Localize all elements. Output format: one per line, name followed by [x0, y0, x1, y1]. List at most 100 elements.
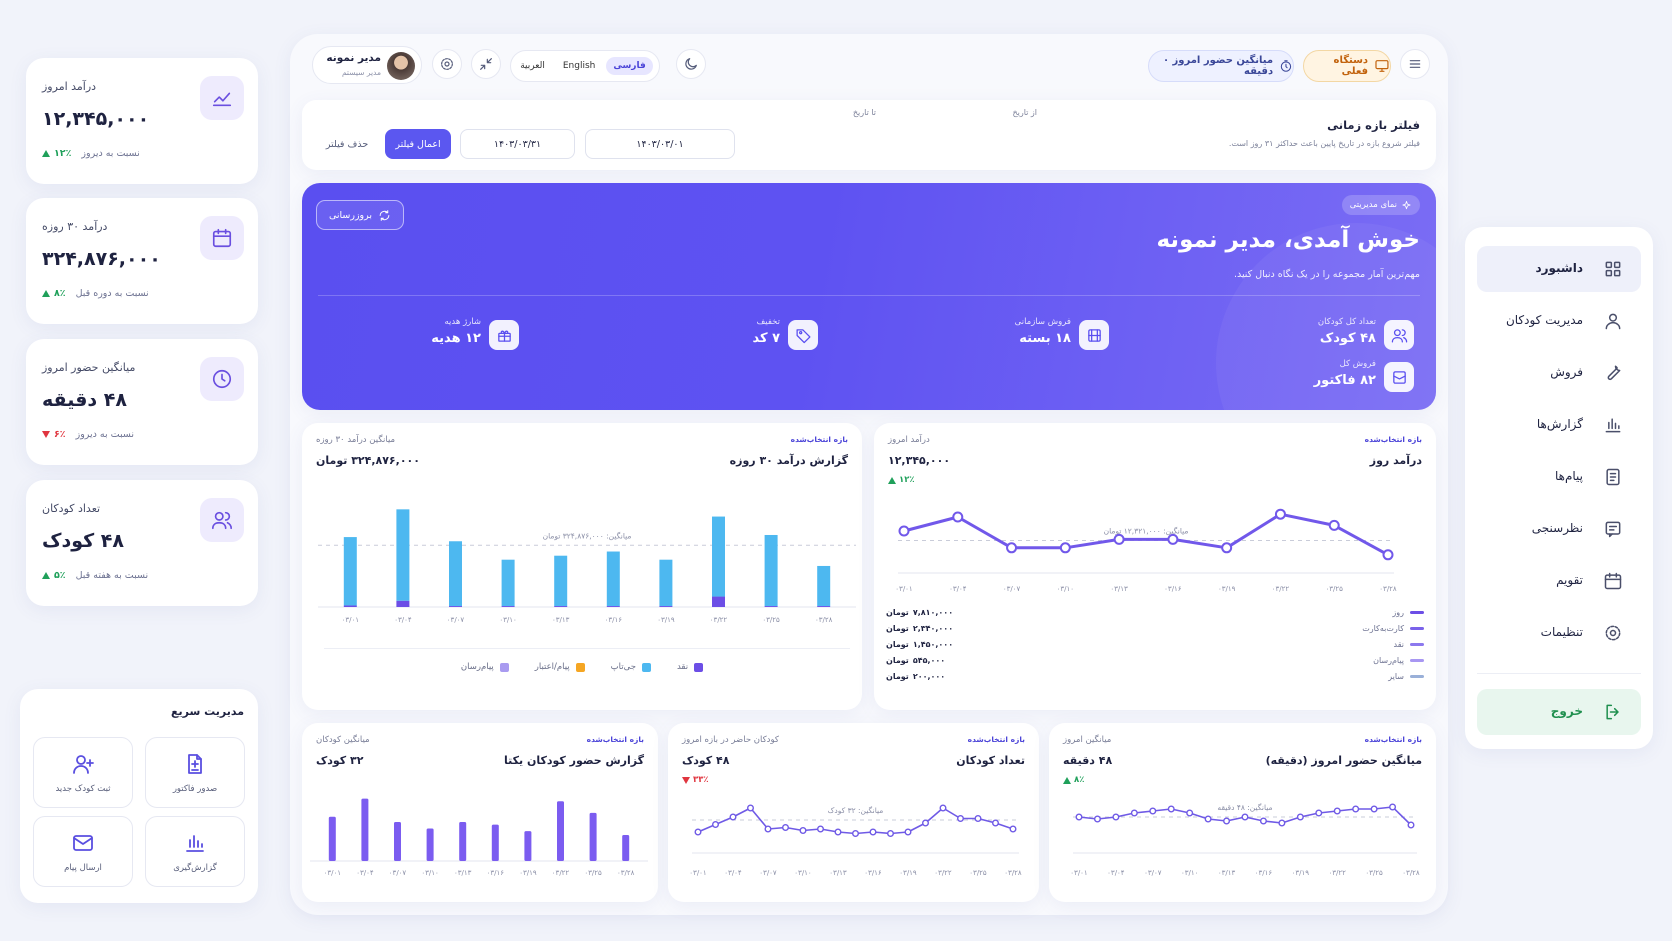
quick-action[interactable]: ثبت کودک جدید [33, 737, 133, 808]
theme-button[interactable] [676, 49, 706, 79]
nav-item[interactable]: تنظیمات [1477, 610, 1641, 656]
legend-item[interactable]: نقد [677, 662, 704, 672]
refresh-button[interactable]: بروزرسانی [316, 200, 404, 230]
user-name: مدیر نمونه [326, 52, 381, 64]
quick-action-label: ارسال پیام [64, 862, 102, 873]
change-row: ۸٪ [1063, 775, 1084, 785]
to-label: تا تاریخ [852, 108, 876, 117]
legend-swatch [575, 662, 585, 672]
point [1167, 533, 1179, 545]
from-input[interactable]: ۱۴۰۳/۰۳/۰۱ [585, 129, 735, 159]
kpi-label: درآمد امروز [42, 80, 97, 93]
point [1223, 817, 1231, 825]
breakdown-value-group: ۷,۸۱۰,۰۰۰ تومان [886, 608, 953, 617]
icon [186, 834, 204, 852]
breakdown-name-group: روز [1392, 608, 1424, 617]
point [1278, 819, 1286, 827]
nav-item[interactable]: گزارش‌ها [1477, 402, 1641, 448]
stat-icon [1079, 320, 1109, 350]
change-row: ۱۲٪ [888, 475, 915, 485]
legend-item[interactable]: پیام‌رسان [461, 662, 509, 672]
nav-item[interactable]: نظرسنجی [1477, 506, 1641, 552]
device-pill[interactable]: دستگاه فعلی [1303, 50, 1391, 82]
x-tick-label: ۰۳/۱۹ [899, 869, 917, 877]
breakdown-name: نقد [1393, 640, 1404, 649]
language-option[interactable]: English [562, 61, 596, 71]
stat-value: ۷ کد [752, 331, 780, 346]
kpi-note: نسبت به دیروز [81, 148, 140, 159]
settings-button[interactable] [432, 49, 462, 79]
collapse-button[interactable] [471, 49, 501, 79]
breakdown-swatch [1410, 659, 1424, 662]
breakdown-row: ۲۰۰,۰۰۰ تومان سایر [886, 672, 1424, 686]
point [1370, 805, 1378, 813]
to-input[interactable]: ۱۴۰۳/۰۳/۳۱ [460, 129, 575, 159]
bar-segment [659, 606, 673, 607]
chart-tag: بازه انتخاب‌شده [586, 735, 644, 744]
bar-segment [449, 606, 462, 607]
point [851, 829, 859, 837]
bar-segment [501, 606, 515, 607]
icon [1087, 328, 1101, 342]
x-tick-label: ۰۳/۲۸ [1402, 869, 1420, 877]
breakdown-currency: تومان [886, 608, 909, 617]
breakdown-currency: تومان [886, 640, 909, 649]
icon [212, 92, 232, 107]
point [1149, 807, 1157, 815]
logout-button[interactable]: خروج [1477, 689, 1641, 735]
point [869, 828, 877, 836]
attendance-pill: میانگین حضور امروز ۰ دقیقه [1148, 50, 1294, 82]
badge-text: نمای مدیریتی [1349, 200, 1397, 210]
kpi-label: تعداد کودکان [42, 502, 101, 515]
bar [622, 835, 630, 861]
x-tick-label: ۰۳/۲۲ [934, 869, 952, 877]
nav-item[interactable]: پیام‌ها [1477, 454, 1641, 500]
chart-plot: میانگین: ۳۲ کودک ۰۳/۰۱ ۰۳/۰۴ ۰۳/۰۷ ۰۳/۱۰ ۰۳/۱… [689, 804, 1022, 877]
kpi-label: درآمد ۳۰ روزه [42, 220, 108, 233]
breakdown-name-group: پیام‌رسان [1373, 656, 1424, 665]
apply-button[interactable]: اعمال فیلتر [385, 129, 451, 159]
nav-item[interactable]: داشبورد [1477, 246, 1641, 292]
nav-item[interactable]: فروش [1477, 350, 1641, 396]
menu-button[interactable] [1400, 49, 1430, 79]
summary-value: ۴۸ دقیقه [1063, 754, 1113, 767]
quick-actions-card: مدیریت سریع صدور فاکتور ثبت کودک جدید گزار… [20, 689, 258, 903]
clear-button[interactable]: حذف فیلتر [325, 138, 369, 150]
breakdown-name: پیام‌رسان [1373, 656, 1404, 665]
legend-item[interactable]: پیام/اعتبار [535, 662, 585, 672]
nav-item[interactable]: مدیریت کودکان [1477, 298, 1641, 344]
nav-item[interactable]: تقویم [1477, 558, 1641, 604]
line [903, 512, 1389, 557]
filter-card: فیلتر بازه زمانی فیلتر شروع بازه در تاری… [302, 100, 1436, 170]
sidebar: داشبورد مدیریت کودکان فروش گزارش‌ها پیام‌ها ن… [1465, 227, 1653, 749]
point [1167, 805, 1175, 813]
hero-divider [318, 295, 1420, 296]
legend-item[interactable]: جی‌تاپ [611, 662, 651, 672]
chart-card: بازه انتخاب‌شده درآمد روز درآمد امروز ۱۲,۳۴… [874, 423, 1436, 710]
average-label: میانگین: ۴۸ دقیقه [1217, 803, 1272, 812]
trend-arrow [1063, 776, 1071, 784]
bar-segment [396, 600, 410, 607]
breakdown-value: ۲,۳۴۰,۰۰۰ [912, 624, 954, 633]
filter-title: فیلتر بازه زمانی [1327, 118, 1420, 132]
stat-value: ۴۸ کودک [1319, 331, 1376, 346]
quick-action[interactable]: ارسال پیام [33, 816, 133, 887]
quick-action[interactable]: گزارش‌گیری [145, 816, 245, 887]
from-value: ۱۴۰۳/۰۳/۰۱ [636, 138, 684, 150]
point [764, 825, 772, 833]
bar-segment [712, 596, 725, 607]
quick-action[interactable]: صدور فاکتور [145, 737, 245, 808]
chart-tag: بازه انتخاب‌شده [967, 735, 1025, 744]
user-pill[interactable]: مدیر نمونه مدیر سیستم [312, 46, 422, 84]
language-option[interactable]: فارسی [606, 57, 653, 75]
point [1296, 813, 1304, 821]
point [1112, 813, 1120, 821]
icon [1604, 572, 1622, 590]
point [992, 819, 1000, 827]
bar-segment [817, 565, 831, 607]
nav-icon [1603, 259, 1623, 283]
legend: نقد جی‌تاپ پیام/اعتبار پیام‌رسان [302, 662, 862, 672]
language-option[interactable]: العربية [520, 61, 545, 71]
x-tick-label: ۰۳/۱۶ [864, 869, 882, 877]
